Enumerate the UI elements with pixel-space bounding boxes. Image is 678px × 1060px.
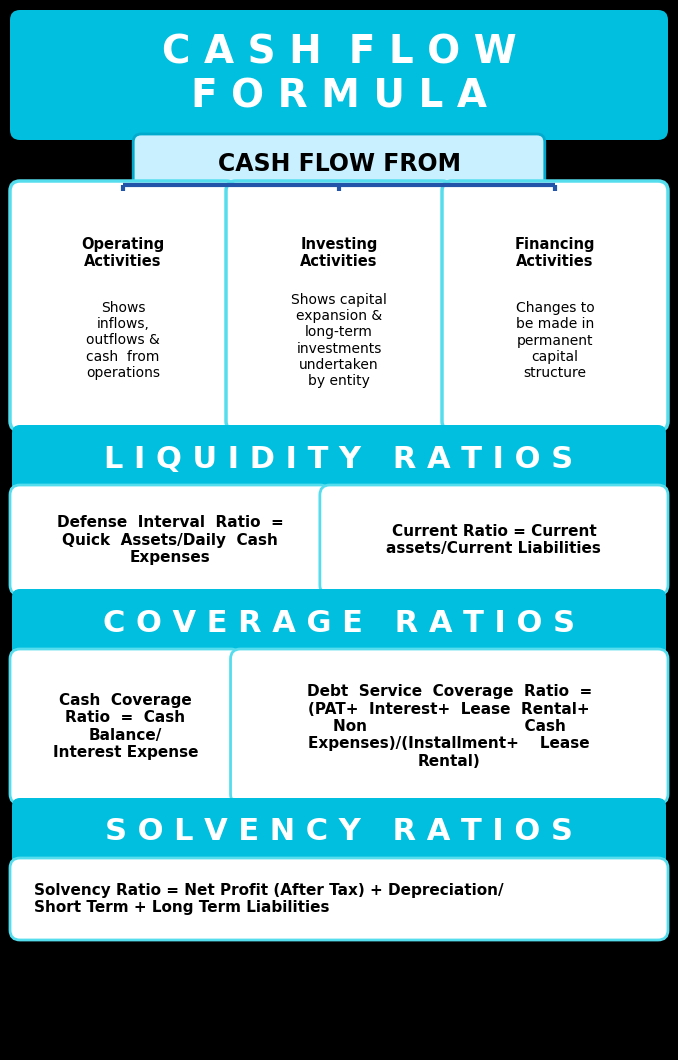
Text: S O L V E N C Y   R A T I O S: S O L V E N C Y R A T I O S bbox=[105, 817, 573, 847]
FancyBboxPatch shape bbox=[12, 589, 666, 657]
FancyBboxPatch shape bbox=[320, 485, 668, 595]
Text: C A S H  F L O W
F O R M U L A: C A S H F L O W F O R M U L A bbox=[161, 34, 517, 116]
Text: C O V E R A G E   R A T I O S: C O V E R A G E R A T I O S bbox=[103, 608, 575, 637]
Text: Changes to
be made in
permanent
capital
structure: Changes to be made in permanent capital … bbox=[516, 301, 595, 379]
FancyBboxPatch shape bbox=[10, 649, 241, 803]
Text: Current Ratio = Current
assets/Current Liabilities: Current Ratio = Current assets/Current L… bbox=[386, 524, 601, 556]
FancyBboxPatch shape bbox=[10, 858, 668, 940]
FancyBboxPatch shape bbox=[12, 425, 666, 493]
FancyBboxPatch shape bbox=[133, 134, 545, 194]
Text: Financing
Activities: Financing Activities bbox=[515, 236, 595, 269]
Text: CASH FLOW FROM: CASH FLOW FROM bbox=[218, 152, 460, 176]
Text: Shows capital
expansion &
long-term
investments
undertaken
by entity: Shows capital expansion & long-term inve… bbox=[291, 293, 387, 388]
Text: Operating
Activities: Operating Activities bbox=[81, 236, 165, 269]
Text: L I Q U I D I T Y   R A T I O S: L I Q U I D I T Y R A T I O S bbox=[104, 444, 574, 474]
Text: Shows
inflows,
outflows &
cash  from
operations: Shows inflows, outflows & cash from oper… bbox=[86, 301, 160, 379]
FancyBboxPatch shape bbox=[226, 181, 452, 431]
Text: Defense  Interval  Ratio  =
Quick  Assets/Daily  Cash
Expenses: Defense Interval Ratio = Quick Assets/Da… bbox=[56, 515, 283, 565]
Text: Investing
Activities: Investing Activities bbox=[300, 236, 378, 269]
FancyBboxPatch shape bbox=[231, 649, 668, 803]
Text: Cash  Coverage
Ratio  =  Cash
Balance/
Interest Expense: Cash Coverage Ratio = Cash Balance/ Inte… bbox=[52, 693, 198, 760]
Text: Solvency Ratio = Net Profit (After Tax) + Depreciation/
Short Term + Long Term L: Solvency Ratio = Net Profit (After Tax) … bbox=[34, 883, 504, 915]
FancyBboxPatch shape bbox=[10, 181, 236, 431]
Text: Debt  Service  Coverage  Ratio  =
(PAT+  Interest+  Lease  Rental+
Non          : Debt Service Coverage Ratio = (PAT+ Inte… bbox=[306, 684, 592, 768]
FancyBboxPatch shape bbox=[10, 10, 668, 140]
FancyBboxPatch shape bbox=[10, 485, 330, 595]
FancyBboxPatch shape bbox=[12, 798, 666, 866]
FancyBboxPatch shape bbox=[442, 181, 668, 431]
